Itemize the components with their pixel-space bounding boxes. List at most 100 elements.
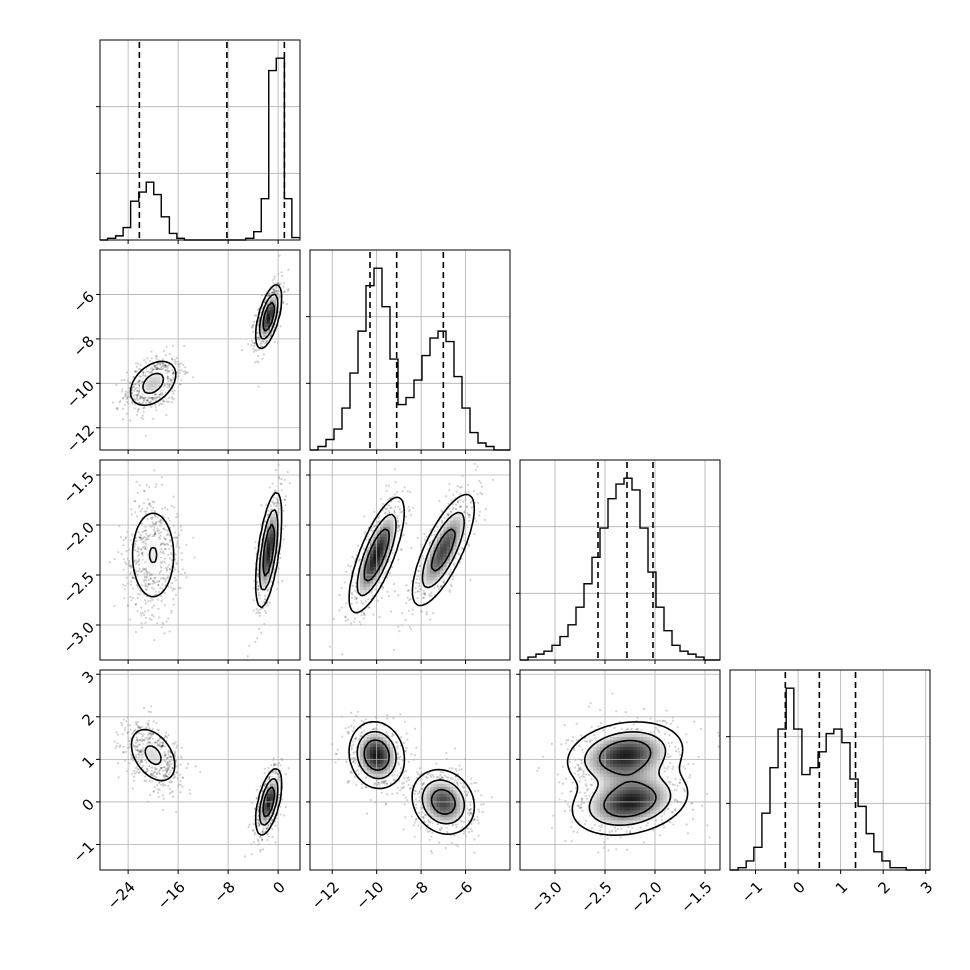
sample-point	[170, 504, 173, 507]
sample-point	[133, 779, 136, 782]
sample-point	[468, 490, 471, 493]
sample-point	[390, 506, 393, 509]
sample-point	[151, 613, 154, 617]
sample-point	[159, 366, 163, 369]
sample-point	[123, 759, 126, 762]
sample-point	[385, 490, 388, 493]
sample-point	[194, 765, 197, 768]
sample-point	[252, 599, 255, 602]
sample-point	[266, 824, 270, 827]
sample-point	[150, 734, 153, 737]
sample-point	[411, 608, 414, 611]
sample-point	[476, 465, 479, 468]
sample-point	[158, 579, 161, 582]
sample-point	[282, 538, 285, 541]
density-cell	[266, 310, 271, 314]
density-cell	[423, 563, 428, 568]
sample-point	[167, 753, 170, 756]
density-cell	[273, 513, 278, 518]
sample-point	[372, 525, 375, 528]
sample-point	[170, 379, 173, 382]
sample-point	[169, 756, 172, 759]
density-cell	[376, 570, 381, 574]
density-cell	[450, 550, 454, 554]
sample-point	[129, 724, 132, 727]
density-cell	[456, 530, 461, 534]
sample-point	[252, 587, 255, 590]
sample-point	[341, 653, 344, 656]
density-cell	[270, 313, 274, 318]
sample-point	[257, 354, 260, 358]
sample-point	[438, 499, 441, 502]
sample-point	[185, 766, 188, 770]
sample-point	[136, 745, 139, 748]
sample-point	[137, 506, 141, 509]
sample-point	[143, 406, 146, 409]
sample-point	[273, 291, 276, 294]
sample-point	[449, 583, 452, 586]
sample-point	[134, 766, 137, 770]
sample-point	[119, 536, 122, 539]
sample-point	[180, 379, 183, 382]
density-cell	[360, 563, 364, 568]
sample-point	[135, 756, 138, 759]
sample-point	[169, 586, 173, 589]
sample-point	[257, 594, 260, 597]
sample-point	[165, 736, 168, 739]
sample-point	[344, 616, 347, 619]
density-cell	[446, 546, 451, 551]
sample-point	[160, 543, 163, 546]
sample-point	[160, 522, 163, 525]
sample-point	[151, 397, 154, 400]
sample-point	[168, 765, 171, 768]
sample-point	[263, 772, 266, 775]
sample-point	[158, 367, 161, 370]
sample-point	[186, 762, 190, 766]
sample-point	[146, 738, 149, 741]
sample-point	[183, 571, 187, 575]
sample-point	[405, 522, 408, 525]
sample-point	[172, 371, 175, 375]
density-cell	[146, 540, 151, 544]
density-cell	[273, 506, 278, 511]
density-cell	[393, 536, 398, 541]
sample-point	[279, 282, 282, 285]
sample-point	[393, 590, 397, 593]
sample-point	[134, 562, 138, 566]
sample-point	[151, 500, 154, 503]
density-cell	[143, 376, 148, 381]
density-cell	[453, 520, 458, 524]
sample-point	[168, 547, 171, 551]
sample-point	[120, 379, 123, 382]
sample-point	[181, 568, 184, 571]
sample-point	[158, 729, 161, 732]
density-cell	[153, 386, 158, 391]
density-cell	[263, 550, 268, 554]
sample-point	[146, 534, 149, 537]
density-cell	[380, 566, 384, 571]
sample-point	[256, 838, 259, 841]
sample-point	[478, 510, 481, 513]
sample-point	[146, 575, 149, 579]
sample-point	[174, 568, 177, 571]
density-cell	[366, 580, 371, 584]
sample-point	[135, 561, 138, 564]
sample-point	[255, 349, 258, 352]
sample-point	[164, 543, 167, 546]
sample-point	[362, 617, 365, 620]
sample-point	[120, 553, 123, 556]
sample-point	[163, 400, 166, 403]
sample-point	[332, 617, 335, 621]
sample-point	[136, 550, 139, 553]
sample-point	[263, 301, 266, 304]
density-cell	[153, 373, 158, 378]
density-cell	[426, 576, 431, 581]
sample-point	[155, 364, 159, 367]
sample-point	[480, 485, 483, 488]
sample-point	[418, 570, 421, 573]
density-cell	[386, 520, 391, 524]
sample-point	[178, 371, 181, 375]
density-cell	[260, 316, 264, 321]
density-cell	[450, 553, 454, 558]
sample-point	[162, 350, 165, 353]
